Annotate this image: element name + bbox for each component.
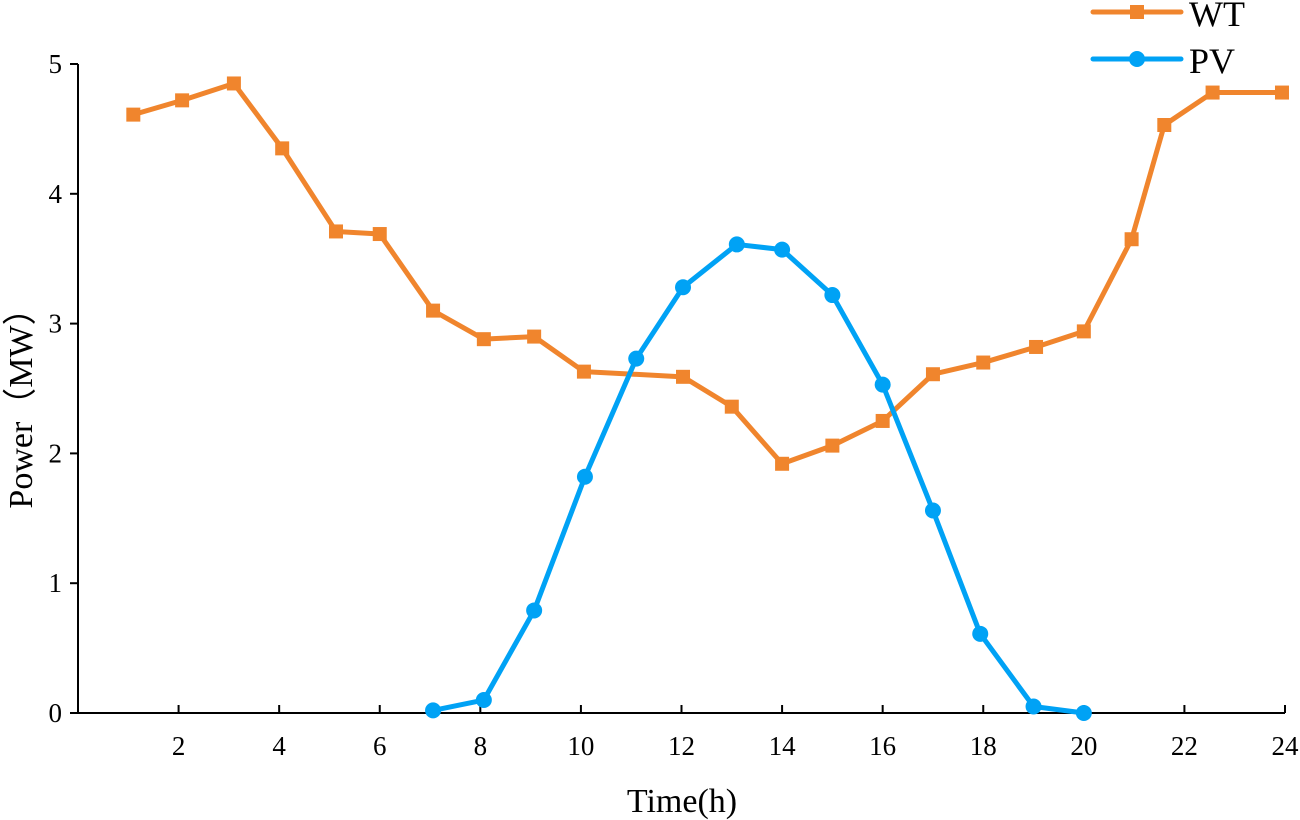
data-point-wt [476,332,491,347]
data-point-wt [724,399,739,414]
legend-marker-wt [1130,5,1144,19]
legend-item-pv: PV [1090,41,1235,81]
data-point-pv [774,241,791,258]
x-tick-label: 8 [474,731,488,761]
data-point-wt [372,227,387,242]
x-tick-label: 4 [272,731,286,761]
data-point-wt [226,76,241,91]
x-tick-label: 10 [567,731,594,761]
x-tick-label: 2 [172,731,186,761]
data-point-wt [976,355,991,370]
x-tick-label: 22 [1171,731,1198,761]
x-tick-label: 18 [970,731,997,761]
data-point-wt [1205,85,1220,100]
data-point-pv [425,702,442,719]
data-point-pv [728,236,745,253]
data-point-wt [775,456,790,471]
data-point-wt [1124,232,1139,247]
data-point-pv [972,625,989,642]
y-tick-label: 3 [49,309,63,339]
x-tick-label: 24 [1272,731,1300,761]
data-point-wt [676,369,691,384]
data-point-pv [526,602,543,619]
data-point-pv [1025,698,1042,715]
data-point-wt [328,224,343,239]
y-tick-label: 1 [49,568,63,598]
data-point-wt [1157,118,1172,133]
legend-marker-pv [1129,51,1145,67]
data-point-wt [1029,339,1044,354]
data-point-pv [874,376,891,393]
y-axis-label: Power（MW） [2,291,40,508]
data-point-pv [1075,705,1092,721]
data-point-wt [126,107,141,122]
data-point-wt [825,438,840,453]
data-point-wt [275,141,290,156]
legend-item-wt: WT [1090,0,1245,34]
series-group [126,76,1289,721]
x-tick-label: 16 [869,731,896,761]
series-wt [126,76,1289,471]
data-point-wt [527,329,542,344]
legend: WT PV [1090,0,1245,81]
x-tick-label: 20 [1070,731,1097,761]
data-point-pv [924,502,941,519]
data-point-wt [576,364,591,379]
data-point-pv [675,279,692,296]
data-point-pv [824,287,841,304]
data-point-wt [1274,85,1289,100]
data-point-wt [875,413,890,428]
data-point-wt [426,303,441,318]
y-tick-label: 2 [49,438,63,468]
series-line-pv [432,241,1085,716]
y-tick-label: 4 [49,179,63,209]
data-point-pv [628,350,645,367]
series-line-wt [132,80,1282,467]
series-pv [425,236,1092,721]
x-axis-label: Time(h) [627,783,737,820]
legend-label-pv: PV [1189,41,1235,81]
x-tick-label: 14 [769,731,797,761]
data-point-pv [576,468,593,485]
y-tick-label: 5 [49,49,63,79]
data-point-wt [925,367,940,382]
data-point-wt [175,93,190,108]
legend-label-wt: WT [1189,0,1245,34]
x-tick-label: 6 [373,731,387,761]
data-point-pv [475,692,492,709]
y-tick-label: 0 [49,698,63,728]
data-point-wt [1076,324,1091,339]
x-tick-label: 12 [668,731,695,761]
